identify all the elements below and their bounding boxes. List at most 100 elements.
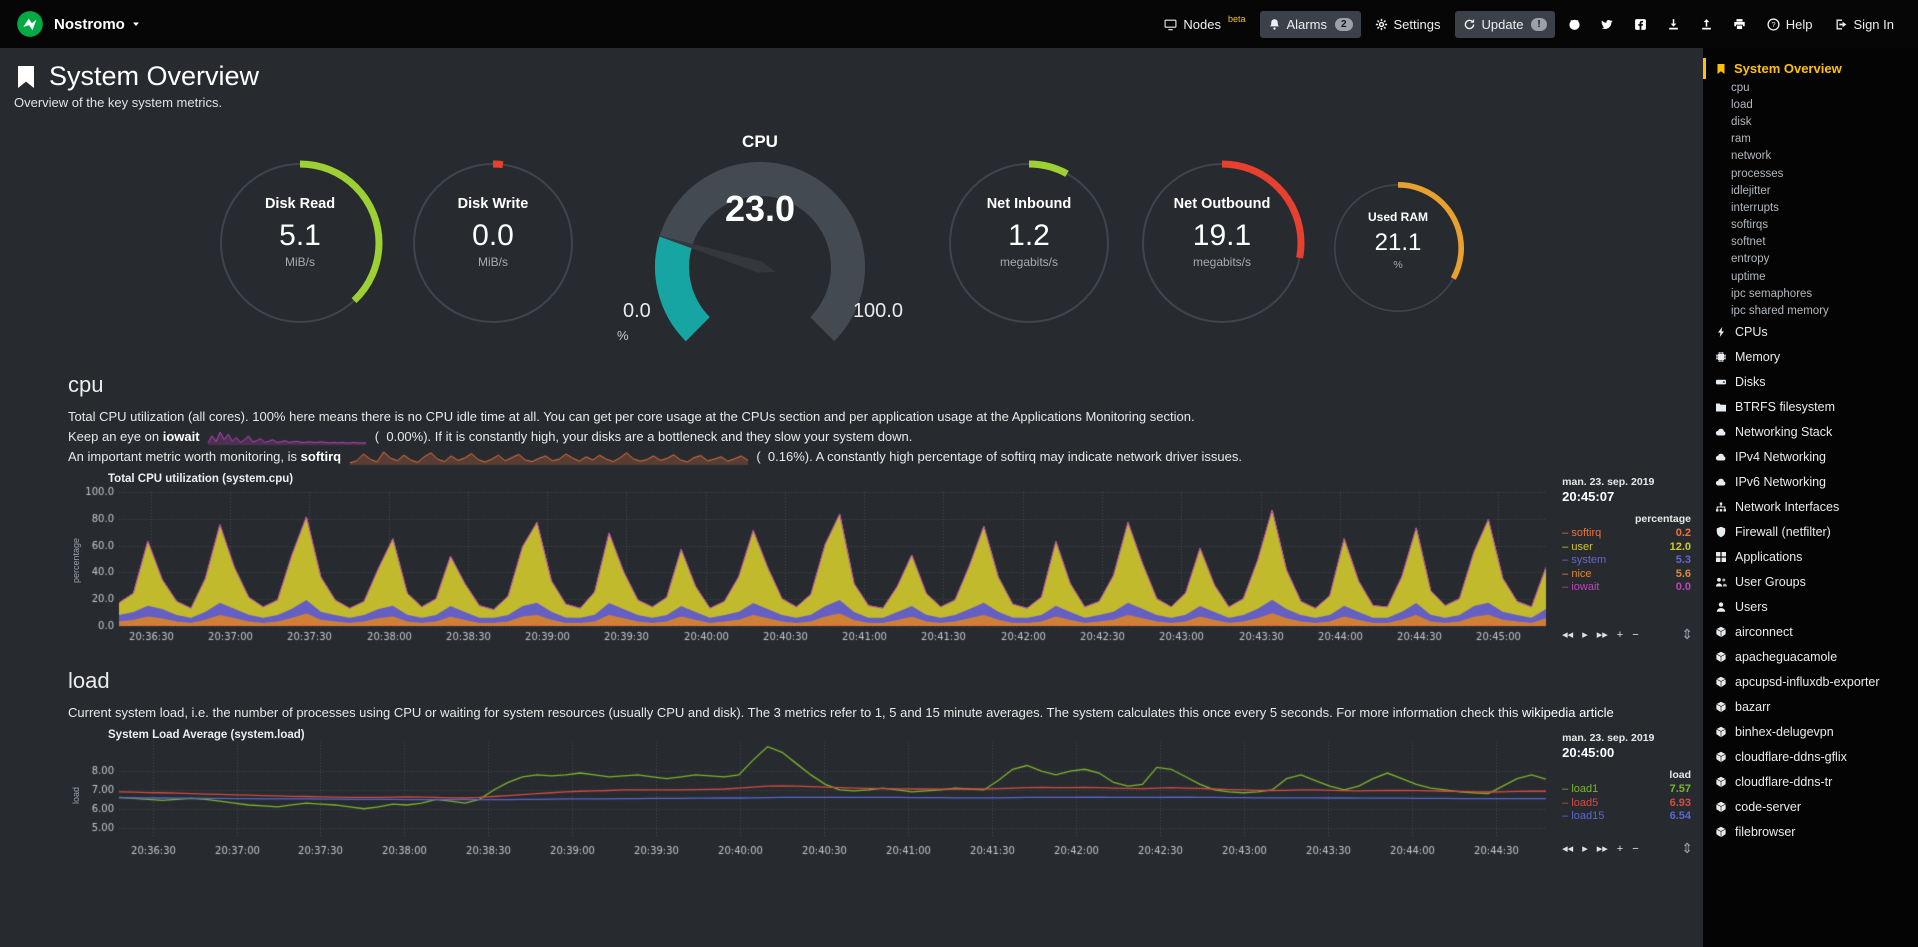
cube-icon [1715, 651, 1728, 663]
pan-right-icon[interactable]: ▸▸ [1596, 629, 1608, 641]
github-icon[interactable] [1561, 12, 1588, 37]
legend-item-load15[interactable]: ‒ load15 6.54 [1562, 810, 1691, 822]
sidebar-item-ipv6-networking[interactable]: IPv6 Networking [1703, 470, 1918, 495]
zoom-in-icon[interactable]: + [1616, 842, 1624, 855]
resize-handle-icon[interactable]: ⇕ [1681, 626, 1693, 642]
resize-handle-icon[interactable]: ⇕ [1681, 840, 1693, 856]
sidebar-subitem-disk[interactable]: disk [1731, 115, 1752, 128]
legend-item-softirq[interactable]: ‒ softirq 0.2 [1562, 527, 1691, 539]
facebook-icon[interactable] [1627, 12, 1654, 37]
sidebar-item-airconnect[interactable]: airconnect [1703, 620, 1918, 645]
sidebar-subitem-softirqs[interactable]: softirqs [1731, 219, 1769, 232]
sidebar-item-filebrowser[interactable]: filebrowser [1703, 820, 1918, 845]
legend-item-load1[interactable]: ‒ load1 7.57 [1562, 783, 1691, 795]
gauge-used-ram[interactable]: Used RAM 21.1% [1330, 180, 1466, 316]
sidebar-subitem-ipc-shared-memory[interactable]: ipc shared memory [1731, 305, 1829, 318]
bookmark-icon [1715, 63, 1727, 75]
hostname-dropdown[interactable]: Nostromo [54, 16, 141, 33]
iowait-sparkline[interactable] [207, 429, 368, 446]
netdata-logo[interactable] [16, 10, 44, 38]
wikipedia-link[interactable]: wikipedia article [1521, 705, 1614, 720]
legend-item-load5[interactable]: ‒ load5 6.93 [1562, 796, 1691, 809]
sidebar-subitem-network[interactable]: network [1731, 150, 1772, 163]
legend-item-system[interactable]: ‒ system 5.3 [1562, 554, 1691, 566]
nodes-button[interactable]: Nodes beta [1156, 11, 1253, 38]
pan-right-icon[interactable]: ▸▸ [1596, 843, 1608, 855]
alarms-button[interactable]: Alarms 2 [1259, 10, 1361, 38]
gauge-disk-read[interactable]: Disk Read 5.1 MiB/s [215, 158, 385, 328]
zoom-in-icon[interactable]: + [1616, 628, 1624, 641]
gauge-value: 1.2 [1008, 219, 1050, 252]
sidebar-subitem-ipc-semaphores[interactable]: ipc semaphores [1731, 287, 1813, 300]
gauge-units: MiB/s [285, 255, 315, 269]
sidebar-item-memory[interactable]: Memory [1703, 345, 1918, 370]
page-title: System Overview [49, 61, 260, 91]
sidebar-subitem-ram[interactable]: ram [1731, 133, 1751, 146]
legend-item-iowait[interactable]: ‒ iowait 0.0 [1562, 581, 1691, 593]
legend-item-nice[interactable]: ‒ nice 5.6 [1562, 567, 1691, 580]
caret-down-icon [131, 18, 141, 30]
sidebar-item-users[interactable]: Users [1703, 595, 1918, 620]
cube-icon [1715, 751, 1728, 763]
sidebar-active-label: System Overview [1734, 61, 1842, 76]
gauge-max: 100.0 [852, 300, 903, 322]
download-icon[interactable] [1660, 12, 1687, 37]
sidebar-subitem-load[interactable]: load [1731, 98, 1753, 111]
sidebar-subitem-softnet[interactable]: softnet [1731, 236, 1766, 249]
settings-button[interactable]: Settings [1367, 11, 1449, 38]
sidebar-item-ipv4-networking[interactable]: IPv4 Networking [1703, 445, 1918, 470]
zoom-out-icon[interactable]: − [1632, 842, 1639, 855]
sidebar-item-cloudflare-ddns-tr[interactable]: cloudflare-ddns-tr [1703, 770, 1918, 795]
gauge-cpu[interactable]: CPU 23.0 0.0 100.0% [595, 132, 925, 352]
sidebar-subitem-entropy[interactable]: entropy [1731, 253, 1770, 266]
load-chart-canvas[interactable] [83, 732, 1553, 860]
sidebar-subitem-idlejitter[interactable]: idlejitter [1731, 184, 1771, 197]
gauge-disk-write[interactable]: Disk Write 0.0 MiB/s [408, 158, 578, 328]
play-icon[interactable]: ▸ [1582, 629, 1588, 641]
iowait-value: ( 0.00%). [374, 429, 432, 444]
print-icon[interactable] [1726, 12, 1753, 37]
sidebar-item-system-overview[interactable]: System Overview [1703, 58, 1918, 79]
play-icon[interactable]: ▸ [1582, 843, 1588, 855]
beta-tag: beta [1227, 14, 1246, 24]
sidebar-item-code-server[interactable]: code-server [1703, 795, 1918, 820]
cube-icon [1715, 676, 1728, 688]
softirq-sparkline[interactable] [348, 449, 749, 466]
help-button[interactable]: ? Help [1759, 11, 1821, 38]
sidebar-item-network-interfaces[interactable]: Network Interfaces [1703, 495, 1918, 520]
load-desc-text: Current system load, i.e. the number of … [68, 705, 1522, 720]
sidebar-item-apacheguacamole[interactable]: apacheguacamole [1703, 645, 1918, 670]
signin-button[interactable]: Sign In [1827, 11, 1902, 38]
sidebar-item-apcupsd-influxdb-exporter[interactable]: apcupsd-influxdb-exporter [1703, 670, 1918, 695]
sidebar-item-applications[interactable]: Applications [1703, 545, 1918, 570]
zoom-out-icon[interactable]: − [1632, 628, 1639, 641]
gauge-net-inbound[interactable]: Net Inbound 1.2 megabits/s [944, 158, 1114, 328]
sidebar-item-firewall-netfilter-[interactable]: Firewall (netfilter) [1703, 520, 1918, 545]
upload-icon[interactable] [1693, 12, 1720, 37]
sidebar-item-bazarr[interactable]: bazarr [1703, 695, 1918, 720]
gauge-title: Disk Read [264, 196, 336, 212]
sidebar-item-user-groups[interactable]: User Groups [1703, 570, 1918, 595]
softirq-text-post: A constantly high percentage of softirq … [812, 449, 1242, 464]
twitter-icon[interactable] [1594, 12, 1621, 37]
bell-icon [1268, 18, 1281, 31]
cpu-chart-canvas[interactable] [83, 476, 1553, 646]
legend-item-user[interactable]: ‒ user 12.0 [1562, 540, 1691, 553]
sidebar-item-btrfs-filesystem[interactable]: BTRFS filesystem [1703, 395, 1918, 420]
sidebar-subitem-uptime[interactable]: uptime [1731, 270, 1766, 283]
sidebar-item-cpus[interactable]: CPUs [1703, 320, 1918, 345]
cpu-chart-title: Total CPU utilization (system.cpu) [108, 473, 294, 485]
pan-left-icon[interactable]: ◂◂ [1562, 629, 1574, 641]
sidebar-item-cloudflare-ddns-gflix[interactable]: cloudflare-ddns-gflix [1703, 745, 1918, 770]
legend-rows: ‒ softirq 0.2 ‒ user 12.0 ‒ system 5.3 ‒ nice 5… [1562, 527, 1691, 595]
help-label: Help [1785, 16, 1813, 32]
gauge-net-outbound[interactable]: Net Outbound 19.1 megabits/s [1137, 158, 1307, 328]
sidebar-item-binhex-delugevpn[interactable]: binhex-delugevpn [1703, 720, 1918, 745]
update-button[interactable]: Update ! [1454, 10, 1555, 38]
sidebar-subitem-cpu[interactable]: cpu [1731, 81, 1750, 94]
sidebar-subitem-interrupts[interactable]: interrupts [1731, 201, 1779, 214]
sidebar-item-disks[interactable]: Disks [1703, 370, 1918, 395]
pan-left-icon[interactable]: ◂◂ [1562, 843, 1574, 855]
sidebar-item-networking-stack[interactable]: Networking Stack [1703, 420, 1918, 445]
sidebar-subitem-processes[interactable]: processes [1731, 167, 1784, 180]
